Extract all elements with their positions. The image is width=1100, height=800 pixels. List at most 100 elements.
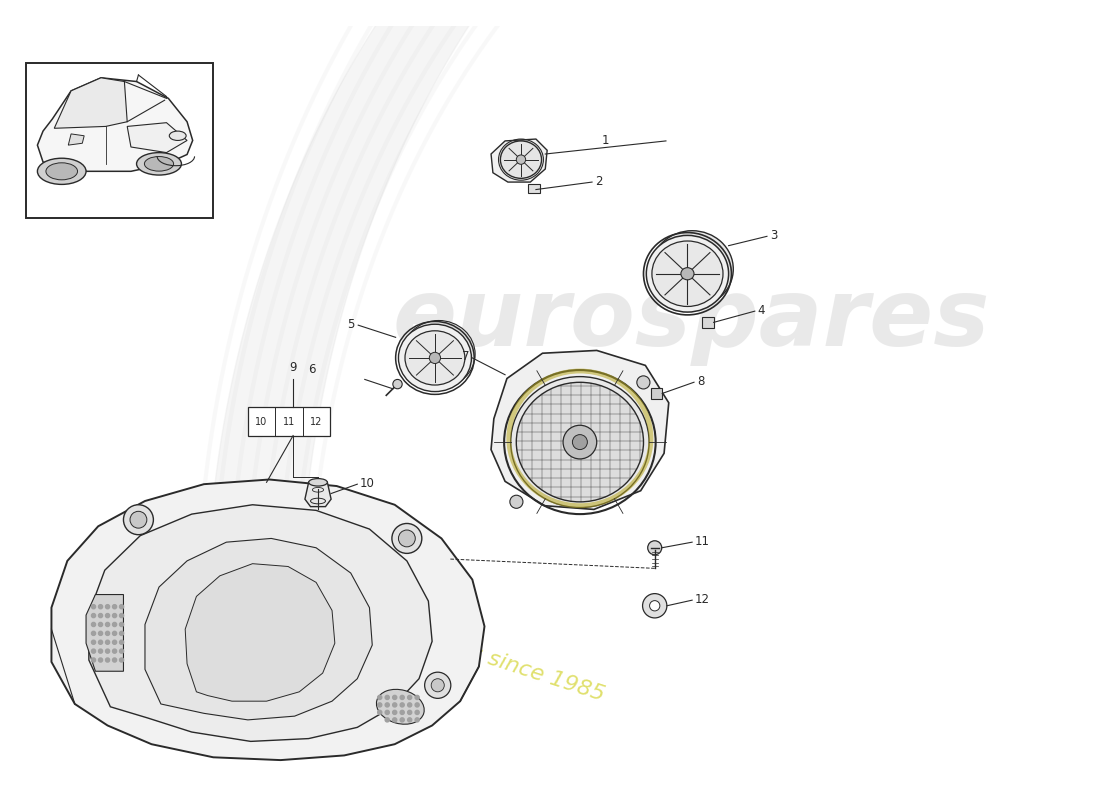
Circle shape: [393, 379, 403, 389]
Ellipse shape: [46, 163, 77, 180]
Circle shape: [400, 710, 404, 714]
Text: 10: 10: [360, 477, 375, 490]
Circle shape: [120, 614, 123, 618]
Circle shape: [385, 695, 389, 699]
Text: a passion for parts since 1985: a passion for parts since 1985: [280, 582, 607, 705]
Polygon shape: [145, 538, 372, 720]
Polygon shape: [491, 350, 669, 510]
Ellipse shape: [681, 268, 694, 280]
Circle shape: [377, 710, 382, 714]
Circle shape: [112, 631, 117, 635]
Circle shape: [393, 695, 397, 699]
Circle shape: [91, 605, 96, 609]
Circle shape: [112, 649, 117, 653]
Circle shape: [650, 601, 660, 611]
Polygon shape: [651, 388, 662, 399]
Circle shape: [106, 649, 110, 653]
Circle shape: [377, 695, 382, 699]
Circle shape: [398, 530, 416, 547]
Text: 6: 6: [308, 362, 316, 376]
Text: 8: 8: [696, 374, 704, 388]
Circle shape: [415, 718, 419, 722]
Ellipse shape: [136, 153, 182, 175]
Text: 7: 7: [462, 350, 470, 363]
Circle shape: [120, 658, 123, 662]
Circle shape: [120, 605, 123, 609]
Ellipse shape: [398, 324, 472, 391]
Circle shape: [106, 622, 110, 626]
Circle shape: [563, 426, 596, 459]
Circle shape: [400, 695, 404, 699]
Circle shape: [393, 703, 397, 707]
Circle shape: [91, 640, 96, 644]
Circle shape: [400, 718, 404, 722]
Circle shape: [106, 640, 110, 644]
Polygon shape: [305, 482, 331, 506]
Circle shape: [408, 718, 411, 722]
Ellipse shape: [405, 330, 465, 385]
Circle shape: [400, 703, 404, 707]
Circle shape: [112, 658, 117, 662]
Ellipse shape: [651, 230, 734, 307]
Circle shape: [648, 541, 662, 554]
Circle shape: [377, 703, 382, 707]
Polygon shape: [68, 134, 85, 145]
Circle shape: [99, 622, 102, 626]
Circle shape: [99, 640, 102, 644]
Polygon shape: [89, 505, 432, 742]
Circle shape: [130, 511, 146, 528]
FancyBboxPatch shape: [248, 407, 330, 435]
Circle shape: [415, 710, 419, 714]
Text: 10: 10: [255, 417, 267, 426]
Circle shape: [385, 710, 389, 714]
Circle shape: [415, 703, 419, 707]
Circle shape: [99, 658, 102, 662]
Circle shape: [106, 631, 110, 635]
Circle shape: [408, 710, 411, 714]
Circle shape: [408, 695, 411, 699]
Circle shape: [425, 672, 451, 698]
Polygon shape: [491, 139, 547, 182]
Circle shape: [408, 703, 411, 707]
Ellipse shape: [403, 321, 475, 388]
Circle shape: [510, 495, 522, 508]
Circle shape: [106, 658, 110, 662]
Ellipse shape: [309, 478, 328, 486]
Circle shape: [91, 622, 96, 626]
Ellipse shape: [647, 235, 728, 312]
Text: 2: 2: [595, 174, 603, 188]
Circle shape: [112, 605, 117, 609]
Circle shape: [120, 649, 123, 653]
Circle shape: [91, 631, 96, 635]
Ellipse shape: [516, 382, 644, 502]
Ellipse shape: [169, 131, 186, 141]
Circle shape: [392, 523, 421, 554]
Text: 12: 12: [310, 417, 322, 426]
Circle shape: [112, 640, 117, 644]
Text: 11: 11: [283, 417, 295, 426]
Polygon shape: [185, 564, 334, 701]
Ellipse shape: [500, 141, 541, 178]
Polygon shape: [703, 317, 714, 328]
Circle shape: [415, 695, 419, 699]
Text: 11: 11: [695, 534, 710, 548]
Polygon shape: [128, 122, 187, 153]
Circle shape: [112, 622, 117, 626]
Ellipse shape: [652, 241, 723, 306]
Ellipse shape: [376, 690, 425, 724]
Circle shape: [120, 622, 123, 626]
Ellipse shape: [510, 377, 649, 507]
Circle shape: [99, 649, 102, 653]
Ellipse shape: [37, 158, 86, 185]
Circle shape: [429, 352, 440, 363]
Polygon shape: [52, 479, 484, 760]
FancyBboxPatch shape: [26, 63, 213, 218]
Circle shape: [91, 649, 96, 653]
Circle shape: [106, 605, 110, 609]
Circle shape: [112, 614, 117, 618]
Circle shape: [637, 376, 650, 389]
Polygon shape: [37, 78, 192, 171]
Circle shape: [99, 631, 102, 635]
Circle shape: [120, 631, 123, 635]
Circle shape: [123, 505, 153, 534]
